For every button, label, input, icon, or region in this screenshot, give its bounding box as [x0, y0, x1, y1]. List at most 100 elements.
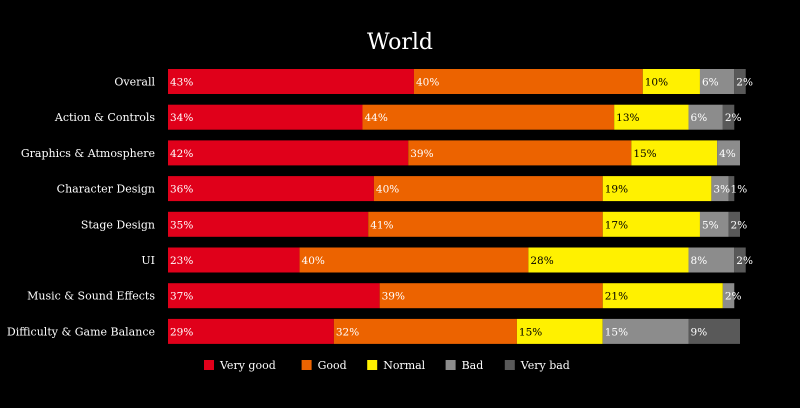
- legend-swatch-bad: [445, 360, 456, 370]
- value-label-normal-stage-design: 17%: [605, 219, 628, 231]
- bar-very-bad-ui: [734, 247, 746, 273]
- bar-bad-music-sound-effects: [722, 283, 735, 309]
- bar-good-stage-design: [368, 211, 603, 237]
- category-label-action-controls: Action & Controls: [54, 111, 155, 124]
- bar-bad-difficulty-game-balance: [602, 318, 689, 344]
- legend-label-normal: Normal: [383, 359, 425, 372]
- bar-very-good-action-controls: [168, 104, 363, 130]
- bar-very-bad-stage-design: [728, 211, 740, 237]
- bar-normal-ui: [528, 247, 689, 273]
- value-label-bad-stage-design: 5%: [702, 219, 719, 231]
- value-label-good-graphics-atmosphere: 39%: [410, 148, 433, 160]
- category-label-difficulty-game-balance: Difficulty & Game Balance: [7, 325, 155, 338]
- bar-good-ui: [299, 247, 529, 273]
- bar-normal-music-sound-effects: [602, 283, 723, 309]
- value-label-good-stage-design: 41%: [370, 219, 393, 231]
- value-label-normal-difficulty-game-balance: 15%: [519, 326, 542, 338]
- bar-normal-overall: [642, 69, 700, 94]
- bar-very-good-character-design: [168, 176, 374, 202]
- bar-very-bad-character-design: [728, 176, 735, 202]
- bar-normal-action-controls: [614, 104, 689, 130]
- bar-very-good-graphics-atmosphere: [168, 140, 409, 166]
- category-label-music-sound-effects: Music & Sound Effects: [27, 290, 155, 303]
- bar-good-overall: [413, 69, 643, 94]
- value-label-good-character-design: 40%: [376, 184, 399, 196]
- bar-very-bad-overall: [734, 69, 746, 94]
- bar-good-music-sound-effects: [379, 283, 603, 309]
- value-label-very-bad-character-design: 1%: [731, 184, 748, 196]
- value-label-bad-overall: 6%: [702, 77, 719, 89]
- legend-swatch-normal: [367, 360, 378, 370]
- bars: [168, 69, 746, 344]
- value-label-normal-action-controls: 13%: [616, 112, 639, 124]
- legend-label-bad: Bad: [462, 359, 484, 372]
- bar-bad-stage-design: [699, 211, 729, 237]
- value-label-good-overall: 40%: [416, 77, 439, 89]
- value-label-very-good-overall: 43%: [170, 77, 193, 89]
- legend-swatch-very-good: [204, 360, 214, 370]
- value-label-normal-ui: 28%: [530, 255, 553, 267]
- legend-swatch-very-bad: [504, 360, 515, 370]
- bar-bad-graphics-atmosphere: [717, 140, 740, 166]
- value-label-good-ui: 40%: [302, 255, 325, 267]
- value-labels: 43% 40% 10% 6% 2% 34% 44% 13% 6% 2% 42% 39% 15% 4% 36%…: [170, 77, 753, 339]
- bar-very-good-music-sound-effects: [168, 283, 380, 309]
- bar-very-good-difficulty-game-balance: [168, 318, 334, 344]
- bar-good-character-design: [373, 176, 603, 202]
- legend: Very good Good Normal Bad Very bad: [204, 359, 570, 372]
- value-label-normal-music-sound-effects: 21%: [605, 291, 628, 303]
- value-label-very-good-graphics-atmosphere: 42%: [170, 148, 193, 160]
- bar-good-action-controls: [362, 104, 615, 130]
- value-label-good-difficulty-game-balance: 32%: [336, 326, 359, 338]
- bar-very-bad-action-controls: [722, 104, 735, 130]
- bar-normal-graphics-atmosphere: [631, 140, 718, 166]
- category-label-ui: UI: [141, 254, 155, 267]
- bar-good-graphics-atmosphere: [408, 140, 632, 166]
- category-label-graphics-atmosphere: Graphics & Atmosphere: [21, 147, 155, 160]
- bar-very-good-stage-design: [168, 211, 369, 237]
- bar-very-good-ui: [168, 247, 300, 273]
- bar-very-bad-difficulty-game-balance: [688, 318, 740, 344]
- category-label-stage-design: Stage Design: [81, 218, 155, 231]
- value-label-good-action-controls: 44%: [364, 112, 387, 124]
- value-label-bad-graphics-atmosphere: 4%: [719, 148, 736, 160]
- bar-bad-character-design: [711, 176, 729, 202]
- value-label-very-bad-overall: 2%: [736, 77, 753, 89]
- legend-swatch-good: [301, 360, 312, 370]
- value-label-very-good-difficulty-game-balance: 29%: [170, 326, 193, 338]
- value-label-bad-difficulty-game-balance: 15%: [605, 326, 628, 338]
- category-labels: Overall Action & Controls Graphics & Atmos…: [7, 76, 156, 339]
- value-label-very-good-stage-design: 35%: [170, 219, 193, 231]
- value-label-very-bad-action-controls: 2%: [725, 112, 742, 124]
- value-label-normal-overall: 10%: [645, 77, 668, 89]
- chart-title: World: [367, 30, 433, 55]
- value-label-very-good-character-design: 36%: [170, 184, 193, 196]
- value-label-bad-ui: 8%: [691, 255, 708, 267]
- value-label-normal-character-design: 19%: [605, 184, 628, 196]
- bar-normal-difficulty-game-balance: [516, 318, 603, 344]
- value-label-very-bad-ui: 2%: [736, 255, 753, 267]
- bar-bad-ui: [688, 247, 735, 273]
- bar-good-difficulty-game-balance: [333, 318, 517, 344]
- value-label-very-good-music-sound-effects: 37%: [170, 291, 193, 303]
- value-label-bad-character-design: 3%: [713, 184, 730, 196]
- bar-normal-stage-design: [602, 211, 700, 237]
- value-label-very-bad-difficulty-game-balance: 9%: [691, 326, 708, 338]
- bar-very-good-overall: [168, 69, 414, 94]
- value-label-very-bad-stage-design: 2%: [731, 219, 748, 231]
- category-label-character-design: Character Design: [57, 183, 155, 196]
- category-label-overall: Overall: [114, 76, 155, 89]
- legend-label-very-bad: Very bad: [520, 359, 570, 372]
- legend-label-very-good: Very good: [219, 359, 276, 372]
- value-label-good-music-sound-effects: 39%: [382, 291, 405, 303]
- bar-normal-character-design: [602, 176, 712, 202]
- legend-label-good: Good: [318, 359, 347, 372]
- bar-bad-overall: [699, 69, 735, 94]
- value-label-normal-graphics-atmosphere: 15%: [633, 148, 656, 160]
- value-label-bad-action-controls: 6%: [691, 112, 708, 124]
- value-label-bad-music-sound-effects: 2%: [725, 291, 742, 303]
- bar-bad-action-controls: [688, 104, 723, 130]
- value-label-very-good-action-controls: 34%: [170, 112, 193, 124]
- value-label-very-good-ui: 23%: [170, 255, 193, 267]
